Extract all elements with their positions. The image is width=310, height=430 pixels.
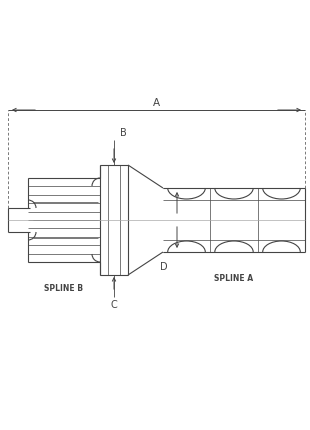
Text: SPLINE A: SPLINE A — [215, 274, 254, 283]
Text: D: D — [160, 262, 168, 272]
Text: B: B — [120, 128, 127, 138]
Text: SPLINE B: SPLINE B — [45, 284, 83, 293]
Text: C: C — [111, 300, 117, 310]
Text: A: A — [153, 98, 160, 108]
